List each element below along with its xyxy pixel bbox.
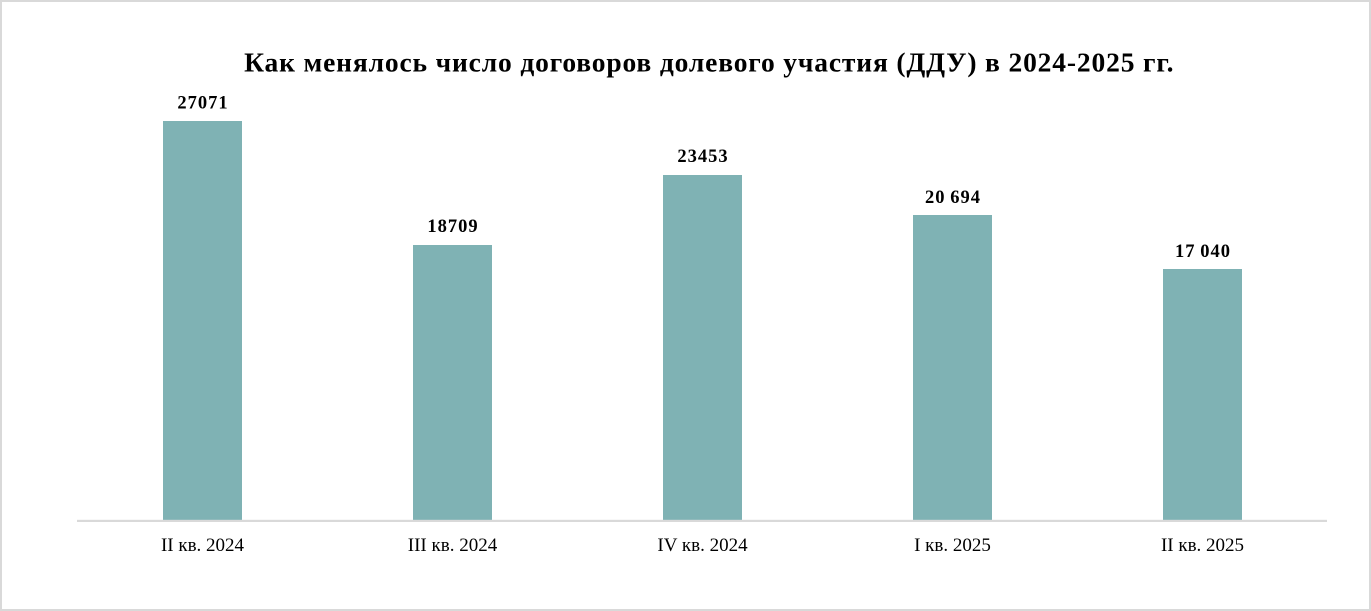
- svg-text:27071: 27071: [177, 93, 228, 113]
- svg-text:17 040: 17 040: [1175, 242, 1231, 262]
- svg-text:I кв. 2025: I кв. 2025: [914, 535, 991, 556]
- svg-text:IV кв. 2024: IV кв. 2024: [657, 535, 748, 556]
- svg-text:III кв. 2024: III кв. 2024: [408, 535, 498, 556]
- svg-text:23453: 23453: [677, 147, 728, 167]
- svg-text:II кв. 2024: II кв. 2024: [161, 535, 245, 556]
- svg-text:Как менялось число договоров д: Как менялось число договоров долевого уч…: [244, 47, 1174, 78]
- svg-text:II кв. 2025: II кв. 2025: [1161, 535, 1244, 556]
- svg-text:20 694: 20 694: [925, 188, 981, 208]
- svg-text:18709: 18709: [427, 217, 478, 237]
